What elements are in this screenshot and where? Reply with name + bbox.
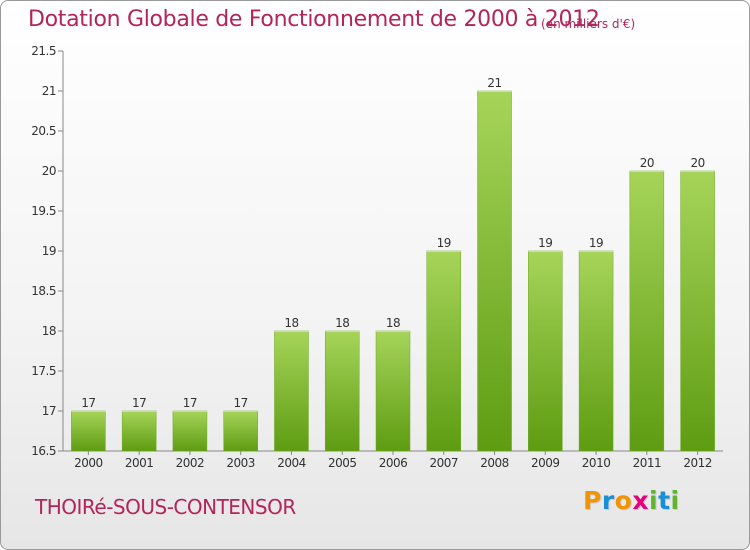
logo-letter: i bbox=[649, 486, 659, 515]
data-labels: 17 17 17 17 18 18 18 19 21 19 19 20 20 bbox=[81, 76, 705, 410]
bar-value-label: 19 bbox=[538, 236, 552, 250]
x-tick-label: 2003 bbox=[226, 456, 255, 470]
logo-letter: o bbox=[614, 486, 633, 515]
bar-value-label: 17 bbox=[183, 396, 197, 410]
x-tick-label: 2000 bbox=[74, 456, 103, 470]
y-tick-label: 19.5 bbox=[31, 204, 56, 218]
logo-letter: x bbox=[632, 486, 649, 515]
bar-value-label: 18 bbox=[386, 316, 400, 330]
x-tick-label: 2012 bbox=[683, 456, 712, 470]
bar bbox=[71, 410, 106, 452]
chart-title: Dotation Globale de Fonctionnement de 20… bbox=[28, 7, 600, 32]
x-tick-label: 2007 bbox=[429, 456, 458, 470]
bar-value-label: 18 bbox=[284, 316, 298, 330]
x-tick-label: 2006 bbox=[379, 456, 408, 470]
chart-unit: (en milliers d'€) bbox=[541, 17, 636, 31]
bar bbox=[629, 170, 665, 452]
x-tick-label: 2004 bbox=[277, 456, 306, 470]
y-tick-label: 18.5 bbox=[31, 284, 56, 298]
bar-value-label: 20 bbox=[690, 156, 704, 170]
logo-letter: r bbox=[601, 486, 615, 515]
x-tick-label: 2008 bbox=[480, 456, 509, 470]
proxiti-logo[interactable]: Proxiti bbox=[583, 486, 680, 515]
bar bbox=[375, 330, 411, 452]
bar bbox=[426, 250, 462, 452]
bar-value-label: 18 bbox=[335, 316, 349, 330]
y-tick-label: 21 bbox=[42, 84, 56, 98]
bar-value-label: 17 bbox=[234, 396, 248, 410]
bar-value-label: 19 bbox=[589, 236, 603, 250]
axes: 16.5 17 17.5 18 18.5 19 19.5 20 20.5 21 21.5 2000 20… bbox=[31, 44, 723, 470]
y-tick-label: 18 bbox=[42, 324, 56, 338]
bar-value-label: 21 bbox=[487, 76, 501, 90]
y-tick-label: 20.5 bbox=[31, 124, 56, 138]
bar bbox=[680, 170, 715, 452]
commune-name: THOIRé-SOUS-CONTENSOR bbox=[35, 495, 296, 519]
x-tick-label: 2010 bbox=[582, 456, 611, 470]
x-tick-label: 2005 bbox=[328, 456, 357, 470]
logo-letter: t bbox=[658, 486, 671, 515]
y-tick-label: 17 bbox=[42, 404, 56, 418]
bar-value-label: 20 bbox=[640, 156, 654, 170]
y-tick-label: 17.5 bbox=[31, 364, 56, 378]
x-tick-label: 2001 bbox=[125, 456, 154, 470]
bar-value-label: 17 bbox=[132, 396, 146, 410]
bar bbox=[223, 410, 258, 452]
bar bbox=[324, 330, 360, 452]
bar-value-label: 19 bbox=[437, 236, 451, 250]
bars bbox=[71, 90, 715, 452]
logo-letter: i bbox=[670, 486, 680, 515]
y-tick-label: 16.5 bbox=[31, 444, 56, 458]
bar bbox=[578, 250, 614, 452]
y-tick-label: 19 bbox=[42, 244, 56, 258]
bar bbox=[528, 250, 563, 452]
bar bbox=[121, 410, 157, 452]
bar bbox=[274, 330, 309, 452]
y-tick-label: 20 bbox=[42, 164, 56, 178]
x-tick-label: 2011 bbox=[633, 456, 662, 470]
bar-value-label: 17 bbox=[81, 396, 95, 410]
x-tick-label: 2009 bbox=[531, 456, 560, 470]
logo-letter: P bbox=[583, 486, 602, 515]
x-tick-label: 2002 bbox=[176, 456, 205, 470]
y-tick-label: 21.5 bbox=[31, 44, 56, 58]
bar bbox=[172, 410, 208, 452]
bar bbox=[477, 90, 512, 452]
